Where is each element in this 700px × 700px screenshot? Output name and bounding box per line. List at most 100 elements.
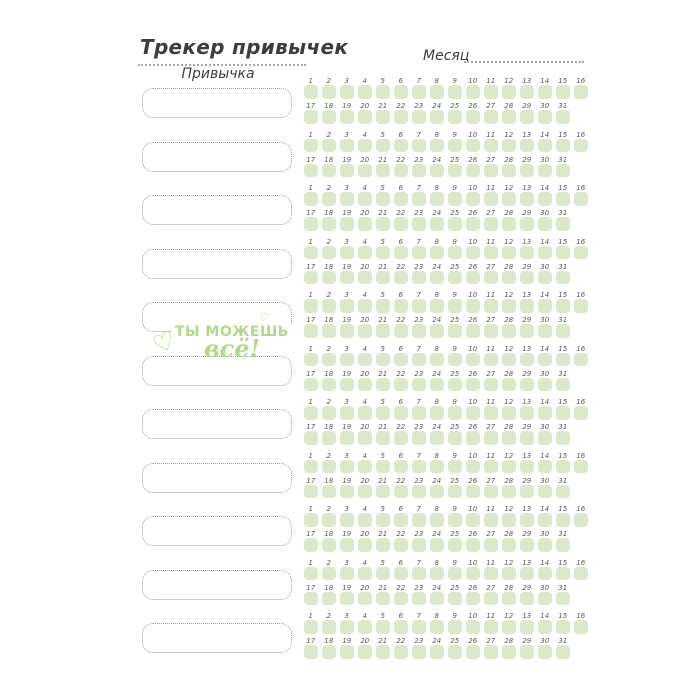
day-checkbox[interactable] [394,299,408,313]
day-checkbox[interactable] [448,192,462,206]
day-checkbox[interactable] [304,192,318,206]
day-checkbox[interactable] [502,352,516,366]
day-checkbox[interactable] [430,566,444,580]
day-checkbox[interactable] [448,110,462,124]
day-checkbox[interactable] [376,85,390,99]
day-checkbox[interactable] [376,406,390,420]
habit-name-box[interactable] [142,141,292,172]
day-checkbox[interactable] [466,324,480,338]
day-checkbox[interactable] [484,377,498,391]
day-checkbox[interactable] [340,377,354,391]
day-checkbox[interactable] [484,324,498,338]
day-checkbox[interactable] [466,620,480,634]
day-checkbox[interactable] [484,245,498,259]
day-checkbox[interactable] [448,352,462,366]
day-checkbox[interactable] [574,566,588,580]
day-checkbox[interactable] [448,484,462,498]
day-checkbox[interactable] [556,406,570,420]
habit-name-box[interactable] [142,409,292,439]
day-checkbox[interactable] [502,620,516,634]
day-checkbox[interactable] [556,245,570,259]
day-checkbox[interactable] [574,192,588,206]
day-checkbox[interactable] [538,566,552,580]
day-checkbox[interactable] [322,110,336,124]
day-checkbox[interactable] [484,299,498,313]
day-checkbox[interactable] [358,566,372,580]
day-checkbox[interactable] [502,299,516,313]
day-checkbox[interactable] [412,299,426,313]
day-checkbox[interactable] [448,538,462,552]
day-checkbox[interactable] [574,459,588,473]
day-checkbox[interactable] [304,566,318,580]
day-checkbox[interactable] [304,484,318,498]
day-checkbox[interactable] [358,591,372,605]
day-checkbox[interactable] [358,85,372,99]
day-checkbox[interactable] [502,538,516,552]
day-checkbox[interactable] [340,538,354,552]
day-checkbox[interactable] [466,538,480,552]
day-checkbox[interactable] [448,406,462,420]
day-checkbox[interactable] [538,431,552,445]
day-checkbox[interactable] [484,85,498,99]
day-checkbox[interactable] [556,591,570,605]
day-checkbox[interactable] [322,406,336,420]
day-checkbox[interactable] [466,431,480,445]
day-checkbox[interactable] [412,138,426,152]
day-checkbox[interactable] [466,110,480,124]
day-checkbox[interactable] [412,85,426,99]
day-checkbox[interactable] [322,270,336,284]
day-checkbox[interactable] [358,163,372,177]
day-checkbox[interactable] [412,538,426,552]
day-checkbox[interactable] [520,85,534,99]
day-checkbox[interactable] [502,459,516,473]
day-checkbox[interactable] [304,591,318,605]
day-checkbox[interactable] [520,110,534,124]
day-checkbox[interactable] [394,513,408,527]
day-checkbox[interactable] [556,270,570,284]
day-checkbox[interactable] [394,538,408,552]
day-checkbox[interactable] [430,163,444,177]
day-checkbox[interactable] [430,459,444,473]
day-checkbox[interactable] [394,459,408,473]
day-checkbox[interactable] [304,513,318,527]
day-checkbox[interactable] [394,110,408,124]
day-checkbox[interactable] [376,484,390,498]
day-checkbox[interactable] [466,513,480,527]
day-checkbox[interactable] [412,406,426,420]
day-checkbox[interactable] [304,459,318,473]
day-checkbox[interactable] [340,110,354,124]
day-checkbox[interactable] [502,138,516,152]
day-checkbox[interactable] [484,459,498,473]
day-checkbox[interactable] [376,192,390,206]
day-checkbox[interactable] [394,163,408,177]
day-checkbox[interactable] [538,299,552,313]
day-checkbox[interactable] [358,513,372,527]
day-checkbox[interactable] [412,324,426,338]
day-checkbox[interactable] [520,484,534,498]
day-checkbox[interactable] [322,591,336,605]
day-checkbox[interactable] [430,377,444,391]
day-checkbox[interactable] [376,352,390,366]
day-checkbox[interactable] [484,645,498,659]
habit-name-box[interactable] [142,195,292,225]
day-checkbox[interactable] [448,377,462,391]
habit-name-box[interactable] [142,462,292,493]
day-checkbox[interactable] [394,406,408,420]
day-checkbox[interactable] [556,459,570,473]
habit-name-box[interactable] [142,248,292,279]
day-checkbox[interactable] [466,299,480,313]
day-checkbox[interactable] [556,513,570,527]
day-checkbox[interactable] [574,352,588,366]
day-checkbox[interactable] [322,566,336,580]
day-checkbox[interactable] [556,620,570,634]
day-checkbox[interactable] [430,324,444,338]
day-checkbox[interactable] [376,217,390,231]
day-checkbox[interactable] [322,217,336,231]
day-checkbox[interactable] [520,459,534,473]
day-checkbox[interactable] [520,245,534,259]
day-checkbox[interactable] [502,645,516,659]
day-checkbox[interactable] [412,163,426,177]
day-checkbox[interactable] [430,217,444,231]
day-checkbox[interactable] [412,645,426,659]
day-checkbox[interactable] [484,406,498,420]
